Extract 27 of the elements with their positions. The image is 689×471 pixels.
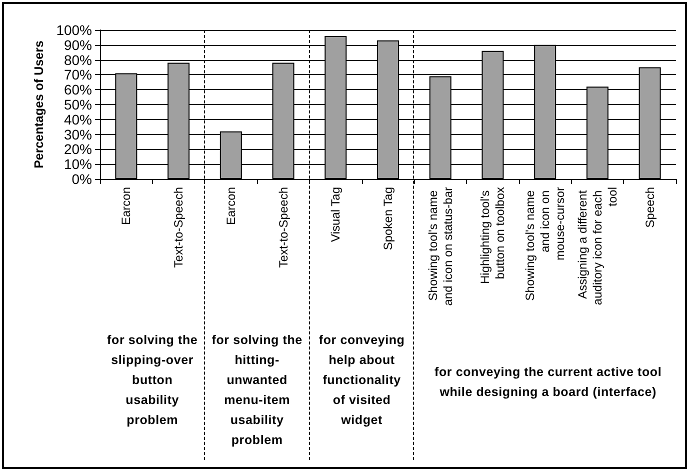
y-tick-label: 30% — [64, 126, 92, 142]
y-tick-label: 40% — [64, 111, 92, 128]
x-tick-label: Spoken Tag — [381, 187, 395, 250]
y-tick-label: 0% — [72, 171, 92, 187]
y-axis-title: Percentages of Users — [32, 40, 46, 168]
text: for conveying help about functionality of visited widget — [318, 332, 406, 429]
y-tick-label: 50% — [64, 96, 92, 112]
y-tick-label: 90% — [64, 36, 92, 53]
text: for solving the hitting-unwanted menu-item usability problem — [210, 332, 304, 449]
text: for conveying the current active tool while designing a board (interface) — [434, 364, 662, 401]
x-tick-label: Showing tool's name and icon on mouse-cursor — [523, 187, 568, 301]
x-tick-label: Earcon — [224, 187, 238, 226]
text: for solving the slipping-over button usability problem — [106, 332, 199, 429]
y-tick-label: 60% — [64, 82, 92, 98]
x-tick-label: Text-to-Speech — [172, 187, 186, 268]
x-tick-label: Showing tool's name and icon on status-bar — [426, 187, 455, 306]
y-tick-label: 70% — [64, 66, 92, 83]
y-tick-label: 20% — [64, 141, 92, 158]
y-tick-label: 80% — [64, 52, 92, 68]
x-tick-label: Highlighting tool's button on toolbox — [478, 187, 508, 284]
y-tick-label: 10% — [64, 156, 92, 172]
x-tick-label: Speech — [642, 187, 657, 228]
x-tick-label: Visual Tag — [328, 187, 343, 242]
y-tick-label: 100% — [56, 22, 92, 38]
x-tick-label: Assigning a different auditory icon for each tool — [575, 187, 620, 306]
x-tick-label: Text-to-Speech — [276, 187, 290, 268]
x-tick-label: Earcon — [119, 187, 134, 226]
